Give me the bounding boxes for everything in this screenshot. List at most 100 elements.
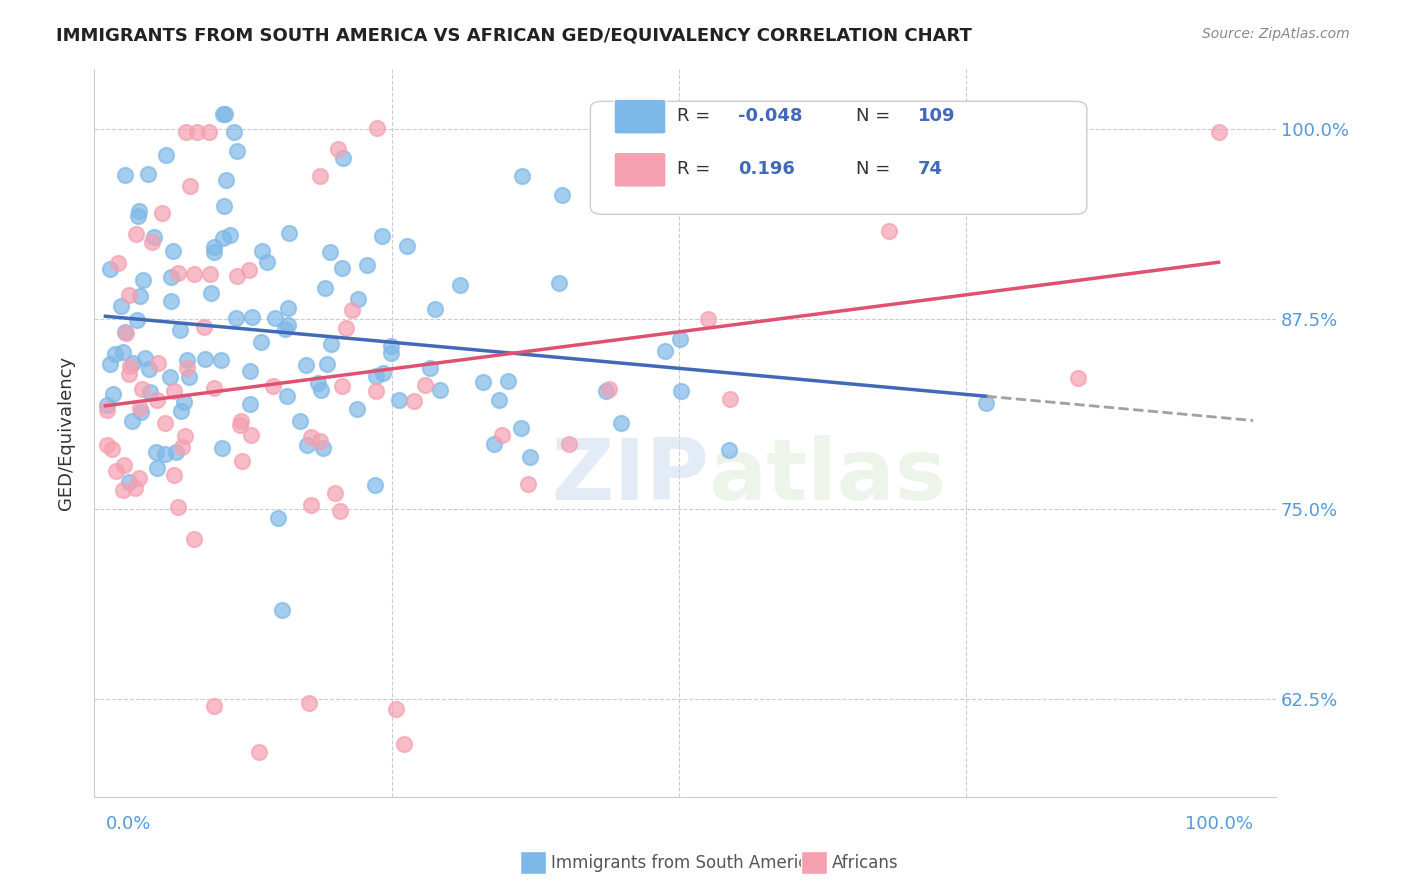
Point — [96, 438, 118, 452]
Point — [194, 351, 217, 366]
Point — [385, 702, 408, 716]
Point — [104, 464, 127, 478]
Point — [214, 107, 236, 121]
Point — [155, 148, 177, 162]
Point — [330, 378, 353, 392]
Text: atlas: atlas — [709, 435, 946, 518]
Point — [517, 476, 540, 491]
Point — [323, 486, 346, 500]
Point — [142, 230, 165, 244]
Point — [198, 267, 221, 281]
Text: N =: N = — [856, 107, 890, 125]
Point — [219, 228, 242, 243]
Point — [335, 321, 357, 335]
Point — [111, 345, 134, 359]
Point — [179, 179, 201, 194]
Point — [312, 441, 335, 455]
Point — [551, 187, 574, 202]
Point — [239, 397, 262, 411]
Point — [163, 384, 186, 398]
Point — [471, 375, 494, 389]
Point — [669, 332, 692, 346]
Point — [364, 384, 387, 399]
Point — [717, 443, 740, 458]
Point — [212, 231, 235, 245]
Point — [413, 377, 436, 392]
Point — [264, 311, 287, 326]
Point — [315, 357, 337, 371]
Point — [122, 356, 145, 370]
Point — [96, 398, 118, 412]
Point — [167, 266, 190, 280]
Point — [340, 303, 363, 318]
Point — [277, 318, 299, 333]
Point — [145, 445, 167, 459]
Point — [488, 393, 510, 408]
Point — [197, 125, 219, 139]
Point — [155, 447, 177, 461]
Point — [169, 404, 191, 418]
Point — [519, 450, 541, 465]
Point — [222, 125, 245, 139]
Point — [128, 203, 150, 218]
Text: R =: R = — [676, 107, 716, 125]
Text: N =: N = — [856, 160, 890, 178]
Point — [183, 532, 205, 546]
Point — [231, 414, 253, 428]
Point — [115, 326, 138, 341]
Point — [371, 366, 394, 380]
Point — [225, 269, 247, 284]
FancyBboxPatch shape — [614, 153, 666, 187]
Point — [547, 277, 569, 291]
Point — [136, 167, 159, 181]
Point — [395, 239, 418, 253]
Point — [186, 125, 208, 139]
Point — [112, 458, 135, 472]
Point — [160, 270, 183, 285]
Text: 0.196: 0.196 — [738, 160, 794, 178]
Point — [294, 358, 316, 372]
Point — [107, 256, 129, 270]
Point — [162, 244, 184, 258]
Point — [167, 500, 190, 514]
Point — [380, 345, 402, 359]
Point — [250, 334, 273, 349]
Text: -0.048: -0.048 — [738, 107, 803, 125]
Point — [150, 205, 173, 219]
Point — [595, 384, 617, 398]
Point — [200, 286, 222, 301]
Point — [558, 437, 581, 451]
Point — [654, 343, 676, 358]
Point — [346, 293, 368, 307]
Point — [240, 310, 263, 324]
Point — [176, 360, 198, 375]
Point — [276, 389, 298, 403]
Point — [697, 312, 720, 326]
Point — [125, 227, 148, 242]
Point — [510, 420, 533, 434]
Point — [309, 169, 332, 184]
Point — [117, 287, 139, 301]
Point — [162, 468, 184, 483]
Point — [267, 511, 290, 525]
Point — [225, 310, 247, 325]
Text: IMMIGRANTS FROM SOUTH AMERICA VS AFRICAN GED/EQUIVALENCY CORRELATION CHART: IMMIGRANTS FROM SOUTH AMERICA VS AFRICAN… — [56, 27, 972, 45]
Point — [299, 498, 322, 512]
Point — [1208, 125, 1230, 139]
Point — [332, 260, 354, 275]
Point — [877, 224, 900, 238]
Point — [271, 602, 294, 616]
Text: 0.0%: 0.0% — [105, 815, 150, 833]
Point — [202, 244, 225, 259]
Point — [211, 441, 233, 455]
Point — [138, 384, 160, 399]
FancyBboxPatch shape — [591, 102, 1087, 214]
Point — [159, 293, 181, 308]
Point — [423, 302, 446, 317]
Point — [332, 151, 354, 165]
Text: Source: ZipAtlas.com: Source: ZipAtlas.com — [1202, 27, 1350, 41]
Point — [129, 401, 152, 416]
Point — [380, 339, 402, 353]
Point — [364, 478, 387, 492]
Point — [177, 370, 200, 384]
